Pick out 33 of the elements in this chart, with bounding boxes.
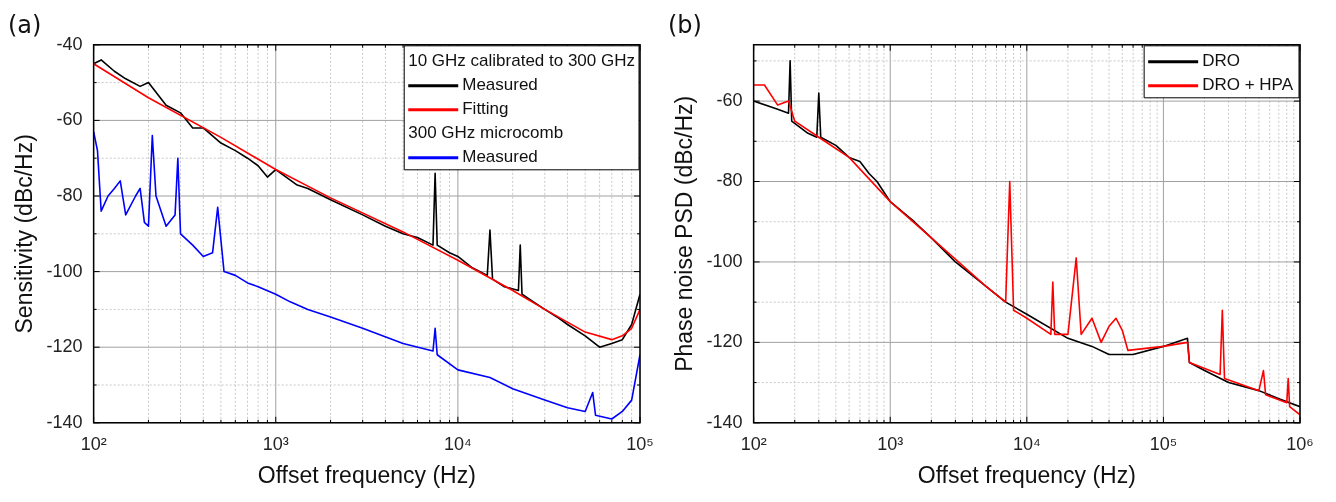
annotation: 10 GHz calibrated to 300 GHz <box>408 51 635 71</box>
y-tick-label: -80 <box>56 184 83 205</box>
x-axis-title: Offset frequency (Hz) <box>257 461 476 488</box>
y-tick-label: -120 <box>46 336 83 357</box>
y-tick-label: -120 <box>706 331 743 352</box>
y-tick-label: -100 <box>706 250 743 271</box>
x-tick-label: 10² <box>740 433 767 454</box>
annotation: 300 GHz microcomb <box>408 123 564 143</box>
x-tick-label: 10³ <box>262 433 289 454</box>
legend-label: DRO <box>1202 51 1240 71</box>
y-tick-label: -140 <box>46 411 83 432</box>
x-tick-label: 10² <box>80 433 107 454</box>
chart-title: (b) <box>668 10 702 39</box>
y-axis-title: Phase noise PSD (dBc/Hz) <box>671 95 698 372</box>
x-tick-label: 10⁴ <box>1012 433 1041 454</box>
x-tick-label: 10⁶ <box>1286 433 1314 454</box>
y-tick-label: -80 <box>716 170 743 191</box>
x-tick-label: 10⁵ <box>626 433 654 454</box>
chart-title: (a) <box>8 10 42 39</box>
y-tick-label: -140 <box>706 411 743 432</box>
legend-label: Fitting <box>462 99 509 119</box>
x-tick-label: 10³ <box>877 433 904 454</box>
y-tick-label: -40 <box>56 33 83 54</box>
y-axis-title: Sensitivity (dBc/Hz) <box>11 134 38 334</box>
legend-label: Measured <box>462 75 538 95</box>
x-axis-title: Offset frequency (Hz) <box>917 461 1136 488</box>
y-tick-label: -60 <box>716 90 743 111</box>
x-tick-label: 10⁴ <box>443 433 472 454</box>
y-tick-label: -100 <box>46 260 83 281</box>
y-tick-label: -60 <box>56 109 83 130</box>
x-tick-label: 10⁵ <box>1149 433 1178 454</box>
legend-label: Measured <box>462 147 538 167</box>
legend-label: DRO + HPA <box>1202 75 1294 95</box>
